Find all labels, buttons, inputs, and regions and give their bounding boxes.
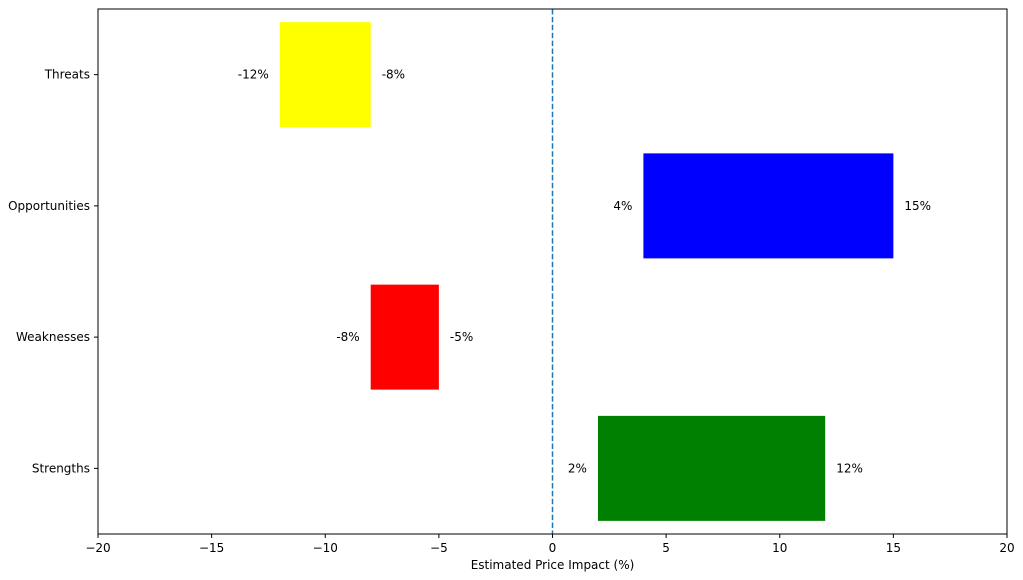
bar-high-label: 12%: [836, 461, 863, 475]
bar-low-label: -8%: [336, 330, 359, 344]
x-tick-label: 15: [886, 541, 901, 555]
bar-high-label: -8%: [382, 68, 405, 82]
bar-low-label: 2%: [568, 461, 587, 475]
x-tick-label: −10: [313, 541, 338, 555]
bar-high-label: 15%: [904, 199, 931, 213]
y-tick-label: Weaknesses: [16, 330, 90, 344]
x-tick-label: −15: [199, 541, 224, 555]
bar-threats: [279, 22, 371, 128]
bar-weaknesses: [370, 284, 439, 390]
bar-opportunities: [643, 153, 894, 259]
x-tick-label: −5: [430, 541, 448, 555]
y-tick-label: Opportunities: [8, 199, 90, 213]
x-tick-label: 10: [772, 541, 787, 555]
bar-low-label: 4%: [613, 199, 632, 213]
bar-high-label: -5%: [450, 330, 473, 344]
bar-low-label: -12%: [238, 68, 269, 82]
x-tick-label: 20: [999, 541, 1014, 555]
y-tick-label: Threats: [44, 68, 90, 82]
x-tick-label: 5: [662, 541, 670, 555]
x-tick-label: −20: [85, 541, 110, 555]
y-tick-label: Strengths: [32, 461, 90, 475]
x-axis-label: Estimated Price Impact (%): [471, 558, 635, 572]
x-tick-label: 0: [549, 541, 557, 555]
bar-strengths: [597, 415, 826, 521]
